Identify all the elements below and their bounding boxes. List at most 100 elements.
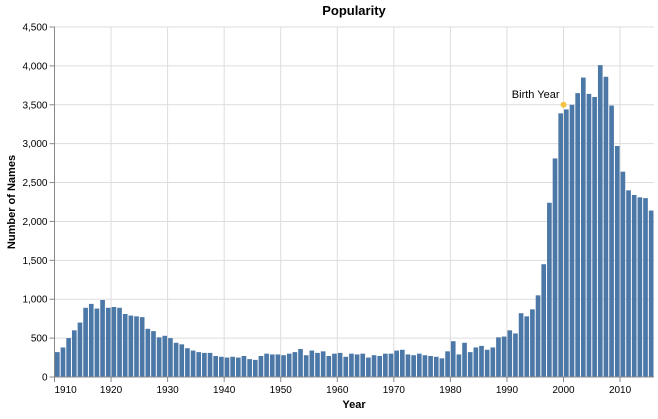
bar	[524, 316, 530, 377]
bar	[648, 210, 654, 377]
bar	[122, 314, 128, 377]
bar	[603, 76, 609, 378]
bar	[230, 356, 235, 377]
x-axis-title: Year	[342, 399, 366, 411]
bar	[354, 354, 360, 377]
bar	[518, 313, 524, 377]
x-tick-label: 1950	[270, 385, 293, 396]
bar	[541, 264, 547, 377]
bar	[383, 353, 388, 377]
bar	[196, 352, 202, 377]
annotation-label: Birth Year	[512, 89, 560, 101]
bar	[614, 146, 620, 377]
y-tick-label: 2,000	[22, 217, 47, 228]
bar	[275, 354, 281, 377]
y-tick-label: 500	[31, 334, 48, 345]
bar	[462, 342, 467, 377]
chart-title: Popularity	[322, 3, 386, 18]
bar	[224, 357, 230, 377]
bar	[552, 158, 558, 377]
y-tick-label: 3,000	[22, 139, 47, 150]
bar	[264, 353, 269, 377]
bar	[83, 307, 88, 377]
bar	[128, 315, 134, 377]
bar	[479, 345, 484, 377]
bar	[473, 347, 479, 377]
bar	[252, 359, 258, 377]
bar	[343, 356, 349, 377]
bar	[377, 356, 383, 377]
bar	[151, 331, 156, 377]
bar	[416, 353, 422, 377]
x-tick-label: 2010	[609, 385, 632, 396]
x-tick-label: 1910	[55, 385, 78, 396]
bar	[597, 65, 603, 377]
y-tick-label: 1,500	[22, 256, 47, 267]
bar	[241, 356, 247, 377]
x-tick-label: 1970	[383, 385, 406, 396]
bar	[513, 333, 518, 377]
bar	[315, 352, 320, 377]
bar	[439, 358, 445, 377]
bar	[185, 348, 190, 377]
bar	[631, 195, 637, 377]
bar	[258, 356, 264, 377]
bar	[117, 307, 122, 377]
bar	[100, 300, 105, 377]
bar	[564, 109, 569, 377]
bar	[111, 307, 117, 377]
y-tick-label: 4,500	[22, 23, 47, 34]
bar	[298, 349, 303, 377]
bar	[456, 354, 462, 377]
bar	[286, 353, 292, 377]
bar	[507, 330, 513, 377]
x-tick-label: 1980	[439, 385, 462, 396]
bar	[247, 359, 252, 377]
x-tick-label: 1940	[213, 385, 236, 396]
bar	[360, 353, 366, 377]
bar	[422, 355, 428, 377]
bar	[219, 356, 224, 377]
bar	[643, 198, 648, 377]
bar	[433, 356, 439, 377]
bar	[496, 337, 501, 377]
bar	[547, 202, 552, 377]
bar	[394, 350, 399, 377]
bar	[637, 197, 643, 377]
y-tick-label: 0	[42, 373, 48, 384]
bar	[490, 347, 496, 377]
x-tick-label: 1960	[326, 385, 349, 396]
bar	[366, 357, 371, 377]
bar	[484, 349, 490, 377]
bar	[105, 307, 111, 377]
bar	[60, 347, 66, 377]
bar	[309, 350, 315, 377]
bar	[535, 295, 541, 377]
y-axis-title: Number of Names	[6, 155, 18, 249]
bar	[586, 93, 592, 377]
bar	[399, 349, 405, 377]
bar	[235, 357, 241, 377]
bar	[202, 352, 207, 377]
bar	[501, 336, 507, 377]
bar	[411, 355, 416, 377]
bar	[281, 355, 286, 377]
x-tick-label: 1990	[496, 385, 519, 396]
bar	[77, 322, 83, 377]
bar	[292, 352, 298, 377]
bar	[609, 105, 614, 378]
bar	[405, 354, 411, 377]
bar	[371, 355, 377, 377]
bar	[134, 316, 139, 377]
annotation-point	[560, 101, 567, 108]
bar	[620, 171, 626, 377]
bar	[213, 356, 219, 377]
bar	[168, 338, 173, 377]
bar	[592, 97, 597, 377]
bar	[388, 353, 394, 377]
bar	[55, 352, 60, 377]
bar	[94, 308, 100, 377]
bar	[139, 317, 145, 377]
x-tick-label: 1930	[156, 385, 179, 396]
